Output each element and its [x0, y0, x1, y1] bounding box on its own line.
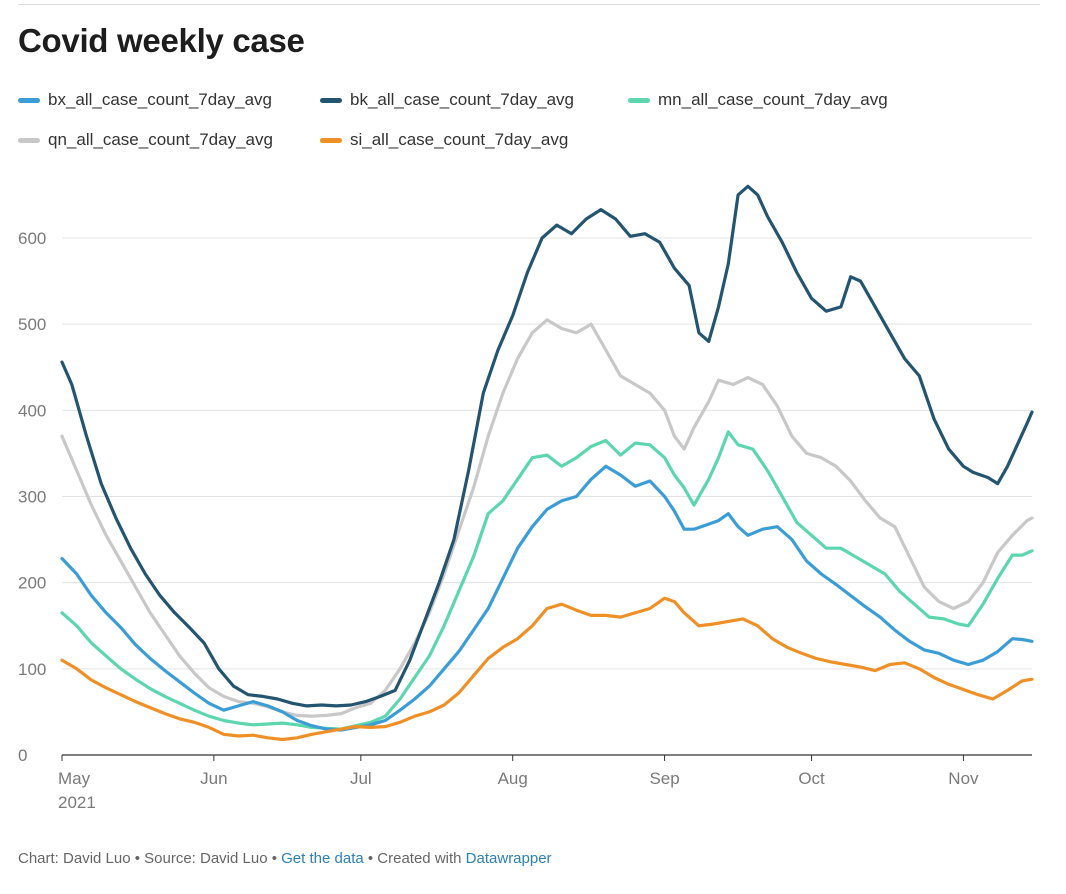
chart-title: Covid weekly case [18, 22, 305, 59]
x-axis: May 2021 Jun Jul Aug Sep Oct Nov [58, 754, 1032, 812]
legend-label-si: si_all_case_count_7day_avg [350, 130, 569, 149]
x-tick-label-sep: Sep [649, 769, 679, 788]
legend-item-qn[interactable]: qn_all_case_count_7day_avg [18, 130, 273, 150]
legend-label-mn: mn_all_case_count_7day_avg [658, 90, 888, 109]
legend-label-bx: bx_all_case_count_7day_avg [48, 90, 273, 109]
footer-credit: Chart: David Luo • Source: David Luo • [18, 850, 282, 867]
x-tick-label-oct: Oct [798, 769, 825, 788]
legend-swatch-qn [18, 137, 40, 143]
legend-swatch-mn [628, 97, 650, 103]
footer-created-with: • Created with [363, 850, 466, 867]
series-line-si [60, 596, 1034, 742]
x-tick-label-nov: Nov [948, 769, 979, 788]
y-tick-label-600: 600 [18, 229, 46, 248]
legend-swatch-si [320, 137, 342, 143]
y-axis-labels: 0 100 200 300 400 500 600 [18, 229, 46, 765]
x-tick-label-aug: Aug [498, 769, 528, 788]
gridlines [62, 237, 1032, 670]
legend-item-si[interactable]: si_all_case_count_7day_avg [320, 130, 568, 150]
y-tick-label-200: 200 [18, 574, 46, 593]
series-line-bk [60, 184, 1034, 708]
x-tick-label-jun: Jun [200, 769, 227, 788]
legend-item-mn[interactable]: mn_all_case_count_7day_avg [628, 90, 888, 110]
y-tick-label-300: 300 [18, 488, 46, 507]
legend-label-qn: qn_all_case_count_7day_avg [48, 130, 273, 149]
y-tick-label-100: 100 [18, 660, 46, 679]
get-the-data-link[interactable]: Get the data [281, 850, 364, 867]
series-line-mn [60, 430, 1034, 731]
top-divider [18, 4, 1040, 5]
series-line-bx [60, 464, 1034, 732]
legend-label-bk: bk_all_case_count_7day_avg [350, 90, 575, 109]
legend-swatch-bk [320, 97, 342, 103]
y-tick-label-0: 0 [18, 746, 27, 765]
legend-item-bk[interactable]: bk_all_case_count_7day_avg [320, 90, 574, 110]
y-tick-label-500: 500 [18, 315, 46, 334]
series-line-qn [60, 318, 1034, 718]
legend-swatch-bx [18, 97, 40, 103]
x-tick-sublabel-year: 2021 [58, 793, 96, 812]
datawrapper-link[interactable]: Datawrapper [465, 850, 552, 867]
y-tick-label-400: 400 [18, 401, 46, 420]
x-tick-label-jul: Jul [350, 769, 372, 788]
line-chart: 0 100 200 300 400 500 600 May 2021 Jun Jul Aug Sep O… [18, 184, 1034, 812]
x-tick-label-may: May [58, 769, 91, 788]
legend-item-bx[interactable]: bx_all_case_count_7day_avg [18, 90, 272, 110]
series-lines [60, 184, 1034, 742]
chart-footer: Chart: David Luo • Source: David Luo • G… [18, 850, 552, 867]
